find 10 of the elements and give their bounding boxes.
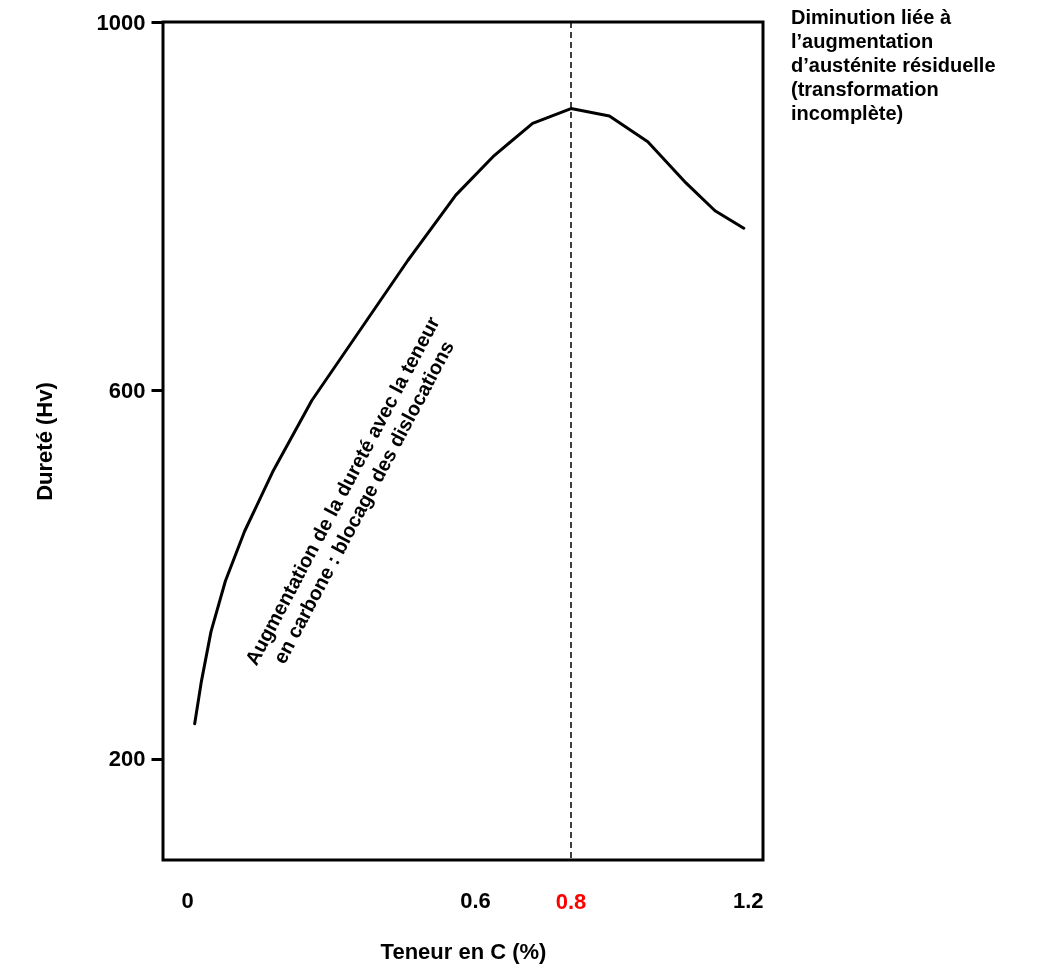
text: Diminution liée à l’augmentation d’austénite résiduelle (transformation incomplète) — [791, 6, 996, 124]
y-tick-label: 200 — [108, 746, 146, 772]
x-tick-label: 0.6 — [460, 887, 491, 913]
y-tick-label: 600 — [108, 377, 146, 403]
x-tick-label: 0 — [181, 887, 194, 913]
y-tick-label: 1000 — [96, 9, 146, 35]
x-axis-title: Teneur en C (%) — [380, 938, 547, 964]
x-tick-label: 1.2 — [732, 887, 764, 913]
y-axis-title: Dureté (Hv) — [31, 382, 57, 501]
ref-line-label: 0.8 — [555, 889, 587, 914]
